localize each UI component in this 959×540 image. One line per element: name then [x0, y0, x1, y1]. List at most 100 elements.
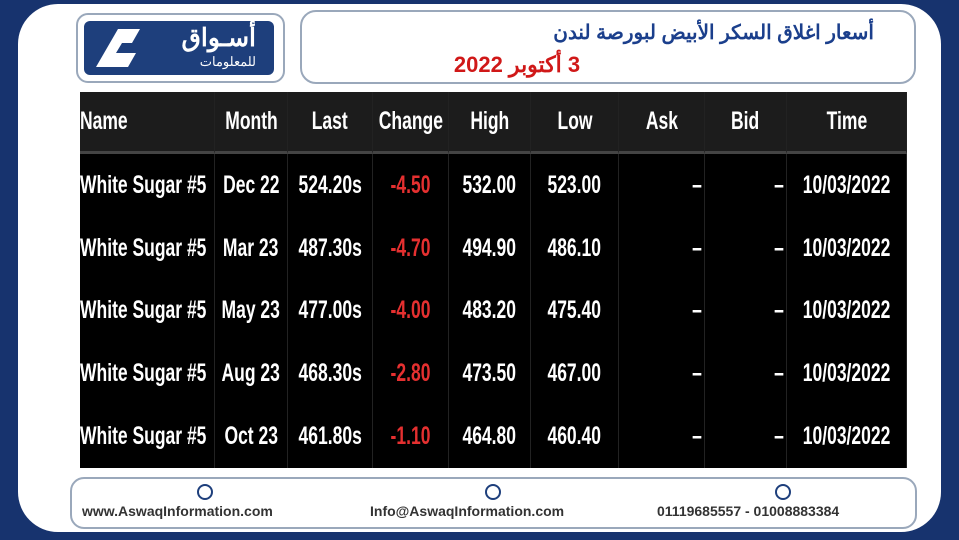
table-cell-text: – [774, 422, 784, 451]
table-cell: -4.50 [373, 154, 449, 217]
table-cell-text: 467.00 [547, 359, 602, 388]
table-cell-text: 524.20s [298, 170, 362, 199]
table-cell-text: 475.40 [547, 296, 602, 325]
column-header: High [449, 92, 531, 154]
table-cell-text: – [774, 359, 784, 388]
table-cell-text: Mar 23 [223, 233, 279, 262]
table-cell: May 23 [215, 279, 288, 343]
column-header-text: Bid [731, 107, 760, 135]
table-cell: 486.10 [531, 216, 619, 280]
table-cell-text: 464.80 [462, 422, 517, 451]
table-cell: 477.00s [288, 279, 373, 343]
table-cell-text: 461.80s [298, 422, 362, 451]
table-cell: 532.00 [449, 154, 531, 217]
table-cell: 494.90 [449, 216, 531, 280]
column-header: Last [288, 92, 373, 154]
table-cell: – [705, 279, 787, 343]
table-cell: – [619, 154, 705, 217]
table-cell: 524.20s [288, 154, 373, 217]
table-cell: -2.80 [373, 342, 449, 406]
column-header-text: Change [378, 107, 443, 135]
table-cell-text: -4.70 [390, 233, 431, 262]
table-cell-text: 483.20 [462, 296, 517, 325]
table-cell-text: – [692, 359, 702, 388]
table-cell-text: 532.00 [462, 170, 517, 199]
table-cell-text: 460.40 [547, 422, 602, 451]
table-cell-text: – [774, 170, 784, 199]
table-cell-text: – [692, 170, 702, 199]
table-cell: – [705, 154, 787, 217]
table-cell: 467.00 [531, 342, 619, 406]
column-header-text: Month [224, 107, 278, 135]
table-cell-text: – [774, 296, 784, 325]
title: أسعار اغلاق السكر الأبيض لبورصة لندن [553, 22, 874, 44]
logo-box: أسـواق للمعلومات [84, 21, 274, 75]
table-cell-text: 523.00 [547, 170, 602, 199]
table-cell: -4.70 [373, 216, 449, 280]
column-header: Name [80, 92, 215, 154]
table-cell: -1.10 [373, 405, 449, 468]
table-cell-text: 486.10 [547, 233, 602, 262]
column-header: Ask [619, 92, 705, 154]
table-cell-text: – [692, 233, 702, 262]
column-header-text: High [470, 107, 509, 135]
table-cell-text: 10/03/2022 [802, 359, 891, 388]
column-header: Month [215, 92, 288, 154]
table: Name Month Last Change High Low Ask Bid Time Whit… [80, 92, 907, 468]
table-cell: 468.30s [288, 342, 373, 406]
column-header: Bid [705, 92, 787, 154]
table-cell-text: 10/03/2022 [802, 170, 891, 199]
table-cell-text: – [692, 296, 702, 325]
table-cell: – [705, 405, 787, 468]
table-cell-text: 10/03/2022 [802, 422, 891, 451]
logo-mark [96, 29, 140, 67]
table-cell: 460.40 [531, 405, 619, 468]
table-cell-text: -4.50 [390, 170, 431, 199]
table-cell-text: -1.10 [390, 422, 431, 451]
table-cell-text: Aug 23 [221, 359, 281, 388]
table-cell-text: – [774, 233, 784, 262]
table-cell: – [705, 342, 787, 406]
website: www.AswaqInformation.com [82, 503, 273, 519]
table-cell-text: 10/03/2022 [802, 296, 891, 325]
table-cell-text: White Sugar #5 [80, 359, 207, 388]
phone-icon [775, 484, 791, 500]
table-cell: 523.00 [531, 154, 619, 217]
email-icon [485, 484, 501, 500]
date: 3 أكتوبر 2022 [453, 52, 581, 77]
table-cell: 461.80s [288, 405, 373, 468]
table-cell: White Sugar #5 [80, 154, 215, 217]
phone: 01119685557 - 01008883384 [657, 503, 840, 519]
table-cell: 473.50 [449, 342, 531, 406]
table-cell-text: 487.30s [298, 233, 362, 262]
footer: www.AswaqInformation.com Info@AswaqInfor… [70, 477, 917, 529]
table-cell-text: 477.00s [298, 296, 362, 325]
table-cell-text: White Sugar #5 [80, 296, 207, 325]
table-cell: 483.20 [449, 279, 531, 343]
table-cell: – [619, 279, 705, 343]
table-cell: -4.00 [373, 279, 449, 343]
column-header: Low [531, 92, 619, 154]
table-cell: White Sugar #5 [80, 216, 215, 280]
logo-text: أسـواق [181, 24, 256, 52]
table-cell-text: White Sugar #5 [80, 170, 207, 199]
table-cell-text: 468.30s [298, 359, 362, 388]
table-cell: – [619, 216, 705, 280]
table-cell-text: May 23 [221, 296, 281, 325]
table-cell: 487.30s [288, 216, 373, 280]
table-cell: 464.80 [449, 405, 531, 468]
table-cell: 10/03/2022 [787, 405, 907, 468]
table-cell-text: – [692, 422, 702, 451]
table-cell-text: Oct 23 [224, 422, 278, 451]
table-cell-text: 473.50 [462, 359, 517, 388]
table-cell: White Sugar #5 [80, 342, 215, 406]
table-cell: – [619, 342, 705, 406]
email: Info@AswaqInformation.com [370, 503, 565, 519]
column-header-text: Ask [645, 107, 678, 135]
table-cell: 10/03/2022 [787, 154, 907, 217]
web-icon [197, 484, 213, 500]
table-cell-text: White Sugar #5 [80, 422, 207, 451]
table-cell-text: 10/03/2022 [802, 233, 891, 262]
column-header-text: Time [826, 107, 867, 135]
